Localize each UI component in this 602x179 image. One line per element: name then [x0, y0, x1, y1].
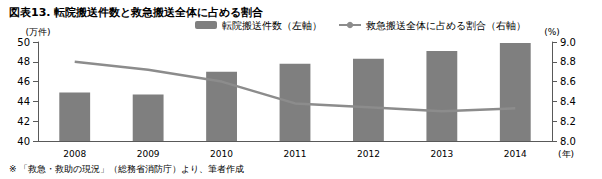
svg-text:2013: 2013 — [430, 149, 453, 159]
svg-text:48: 48 — [17, 56, 30, 67]
svg-text:※ 「救急・救助の現況」（総務省消防庁）より、筆者作成: ※ 「救急・救助の現況」（総務省消防庁）より、筆者作成 — [9, 164, 244, 174]
svg-text:42: 42 — [17, 116, 30, 127]
svg-text:(年): (年) — [558, 149, 574, 159]
svg-text:2008: 2008 — [63, 149, 86, 159]
svg-text:8.2: 8.2 — [560, 116, 576, 127]
svg-text:8.0: 8.0 — [560, 136, 576, 147]
svg-text:図表13. 転院搬送件数と救急搬送全体に占める割合: 図表13. 転院搬送件数と救急搬送全体に占める割合 — [9, 6, 264, 19]
svg-text:40: 40 — [17, 136, 30, 147]
svg-text:2011: 2011 — [284, 149, 307, 159]
svg-text:救急搬送全体に占める割合（右軸）: 救急搬送全体に占める割合（右軸） — [365, 20, 526, 31]
svg-text:(万件): (万件) — [25, 27, 50, 37]
svg-text:(%): (%) — [544, 27, 560, 37]
svg-text:転院搬送件数（左軸）: 転院搬送件数（左軸） — [222, 20, 322, 31]
svg-text:2010: 2010 — [210, 149, 233, 159]
svg-text:8.4: 8.4 — [560, 96, 576, 107]
svg-text:46: 46 — [17, 76, 30, 87]
svg-text:9.0: 9.0 — [560, 37, 576, 48]
svg-text:2012: 2012 — [357, 149, 380, 159]
svg-text:8.8: 8.8 — [560, 56, 576, 67]
svg-text:50: 50 — [17, 37, 30, 48]
svg-text:2014: 2014 — [504, 149, 527, 159]
svg-text:44: 44 — [17, 96, 30, 107]
svg-text:8.6: 8.6 — [560, 76, 576, 87]
svg-text:2009: 2009 — [137, 149, 160, 159]
